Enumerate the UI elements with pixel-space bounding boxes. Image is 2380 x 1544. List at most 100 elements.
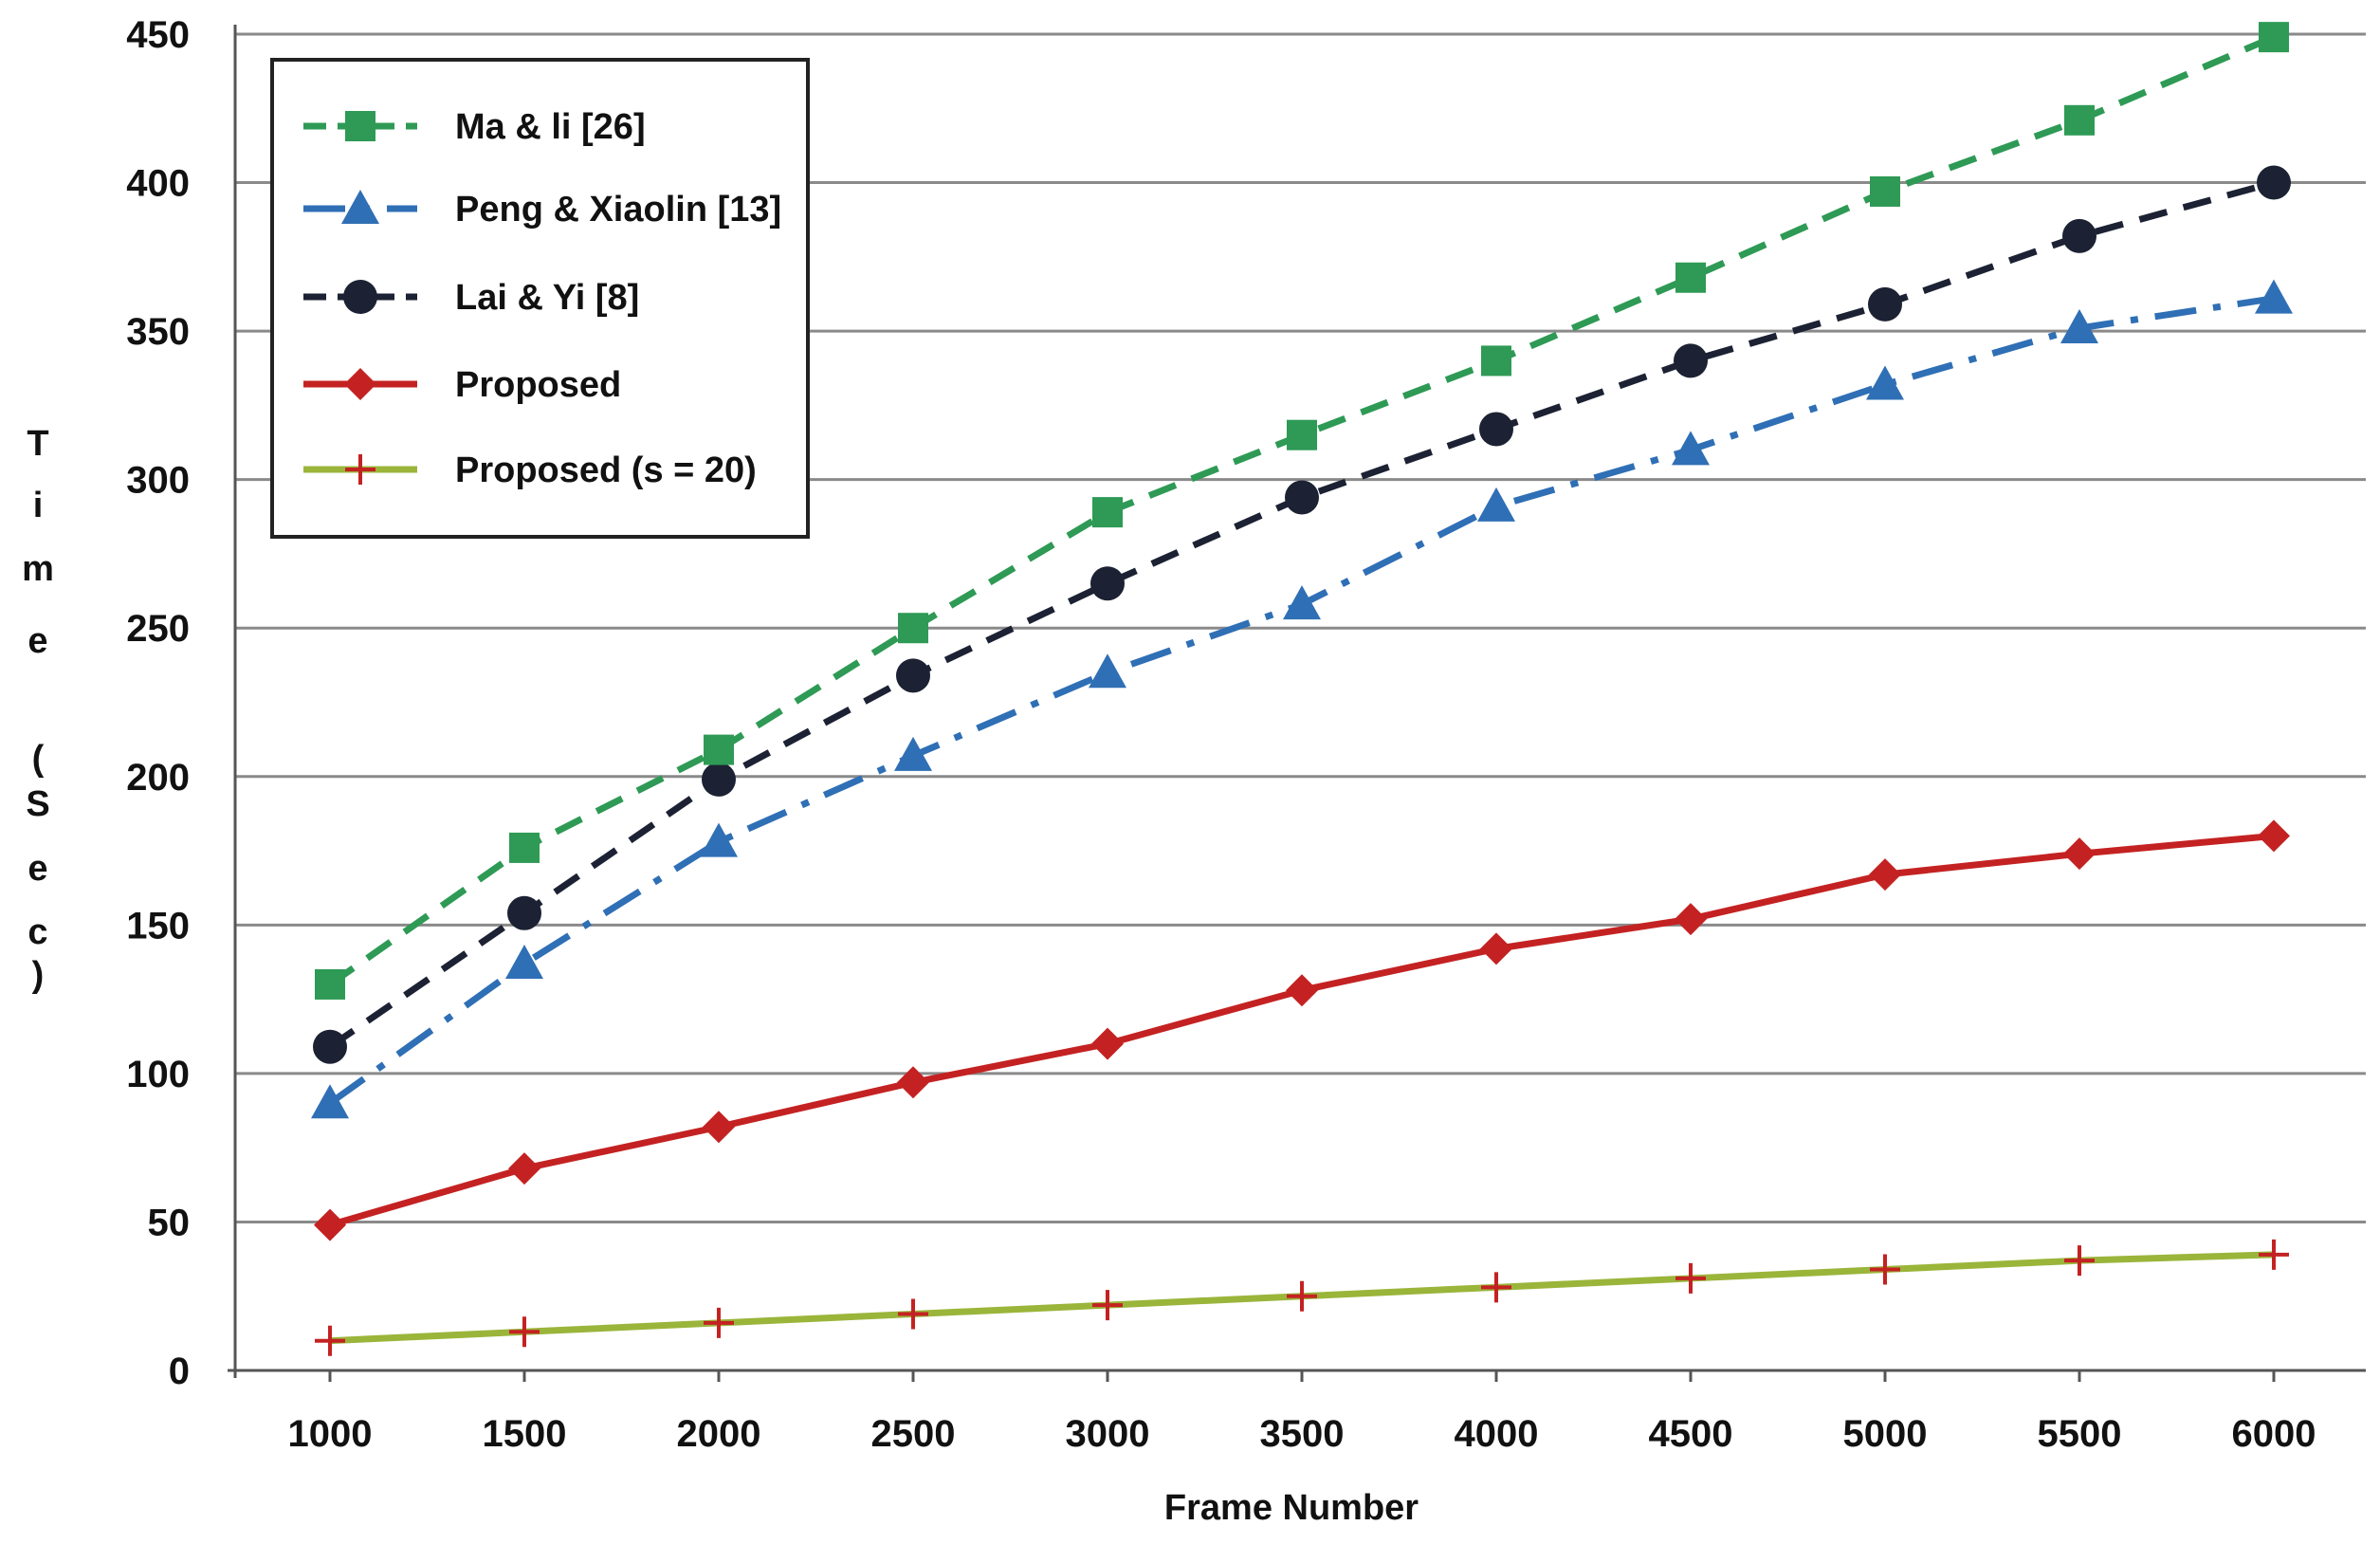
data-point-marker: [1479, 412, 1513, 447]
data-point-marker: [2257, 165, 2291, 200]
data-point-marker: [315, 968, 345, 1000]
data-point-marker: [1480, 932, 1512, 965]
legend-label: Peng & Xiaolin [13]: [455, 190, 781, 230]
y-axis-label-char: ): [32, 955, 45, 995]
x-tick-label: 5500: [2038, 1413, 2122, 1455]
data-point-marker: [702, 762, 736, 797]
y-axis-label-char: e: [27, 849, 47, 889]
data-point-marker: [2063, 837, 2096, 871]
data-point-marker: [1285, 480, 1319, 515]
y-axis-label-char: (: [32, 739, 45, 779]
data-point-marker: [703, 1111, 735, 1144]
data-point-marker: [1089, 653, 1126, 689]
data-point-marker: [898, 1298, 928, 1330]
data-point-marker: [1481, 345, 1511, 377]
data-point-marker: [1286, 974, 1318, 1007]
legend-swatch-marker: [345, 454, 375, 485]
data-point-marker: [507, 895, 541, 930]
series-line: [329, 832, 2275, 1228]
y-tick-label: 250: [126, 608, 190, 650]
data-point-marker: [898, 613, 928, 644]
data-point-marker: [314, 1208, 346, 1241]
data-point-marker: [315, 1325, 345, 1356]
data-point-marker: [2255, 279, 2293, 314]
y-tick-label: 150: [126, 905, 190, 947]
x-tick-label: 4500: [1649, 1413, 1733, 1455]
data-point-marker: [704, 734, 734, 765]
data-point-marker: [2258, 819, 2290, 853]
legend-item: Ma & li [26]: [303, 107, 646, 147]
data-point-marker: [311, 1084, 349, 1119]
series-proposed: [314, 819, 2290, 1241]
x-tick-label: 3000: [1066, 1413, 1150, 1455]
legend-swatch-marker: [341, 190, 379, 224]
x-tick-label: 3500: [1260, 1413, 1345, 1455]
series-peng-xiaolin-13: [311, 279, 2293, 1119]
data-point-marker: [2064, 1245, 2095, 1277]
series-lai-yi-8: [313, 165, 2291, 1064]
data-point-marker: [508, 1152, 540, 1186]
x-tick-label: 1500: [483, 1413, 567, 1455]
data-point-marker: [1287, 419, 1317, 450]
x-tick-label: 4000: [1455, 1413, 1539, 1455]
legend-item: Lai & Yi [8]: [303, 278, 639, 318]
legend: Ma & li [26] Peng & Xiaolin [13] Lai & Yi …: [270, 58, 810, 539]
data-point-marker: [1868, 286, 1902, 322]
data-point-marker: [1675, 903, 1707, 936]
legend-item: Peng & Xiaolin [13]: [303, 190, 781, 230]
data-point-marker: [2064, 104, 2095, 136]
axes: [228, 25, 2366, 1382]
series-ma-li-26: [315, 22, 2289, 1000]
legend-label: Proposed (s = 20): [455, 450, 757, 490]
data-point-marker: [2259, 22, 2289, 53]
data-point-marker: [1477, 487, 1515, 522]
data-point-marker: [1674, 343, 1708, 378]
legend-label: Proposed: [455, 365, 621, 405]
legend-swatch-marker: [344, 368, 376, 400]
y-axis-label-char: m: [22, 549, 54, 589]
data-point-marker: [505, 945, 543, 980]
data-point-marker: [704, 1307, 734, 1338]
data-point-marker: [1672, 431, 1710, 466]
x-axis-label: Frame Number: [1164, 1488, 1419, 1528]
y-tick-label: 450: [126, 14, 190, 56]
data-point-marker: [1870, 1254, 1900, 1285]
x-tick-label: 2000: [677, 1413, 761, 1455]
y-tick-labels: 0 50 100 150 200 250 300 350 400 450: [126, 14, 190, 1392]
y-axis-label-char: i: [33, 486, 44, 525]
data-point-marker: [1287, 1280, 1317, 1312]
data-point-marker: [1866, 365, 1904, 400]
data-point-marker: [1092, 1290, 1123, 1321]
data-point-marker: [700, 822, 738, 857]
data-point-marker: [1481, 1272, 1511, 1303]
data-point-marker: [1090, 566, 1125, 601]
data-point-marker: [1870, 175, 1900, 207]
x-tick-label: 2500: [871, 1413, 956, 1455]
y-tick-label: 350: [126, 311, 190, 353]
data-point-marker: [1283, 585, 1321, 620]
data-point-marker: [2259, 1239, 2289, 1270]
data-point-marker: [1091, 1027, 1124, 1060]
series-group: [311, 22, 2293, 1356]
data-point-marker: [509, 1316, 540, 1348]
legend-item: Proposed (s = 20): [303, 450, 757, 490]
series-proposed-s-20: [315, 1239, 2289, 1356]
legend-label: Lai & Yi [8]: [455, 278, 639, 318]
data-point-marker: [2062, 218, 2096, 253]
legend-item: Proposed: [303, 365, 621, 405]
data-point-marker: [1675, 262, 1706, 293]
y-axis-label-char: c: [27, 912, 47, 952]
data-point-marker: [313, 1029, 347, 1064]
legend-swatch-marker: [343, 280, 377, 314]
data-point-marker: [509, 832, 540, 863]
data-point-marker: [1675, 1262, 1706, 1294]
x-tick-labels: 1000 1500 2000 2500 3000 3500 4000 4500 5000 5500…: [288, 1413, 2316, 1455]
legend-swatch-marker: [345, 111, 375, 141]
data-point-marker: [897, 1066, 929, 1099]
x-tick-label: 5000: [1843, 1413, 1928, 1455]
data-point-marker: [896, 658, 930, 693]
y-axis-label-char: S: [26, 784, 49, 824]
data-point-marker: [894, 736, 932, 771]
data-point-marker: [2060, 308, 2098, 343]
